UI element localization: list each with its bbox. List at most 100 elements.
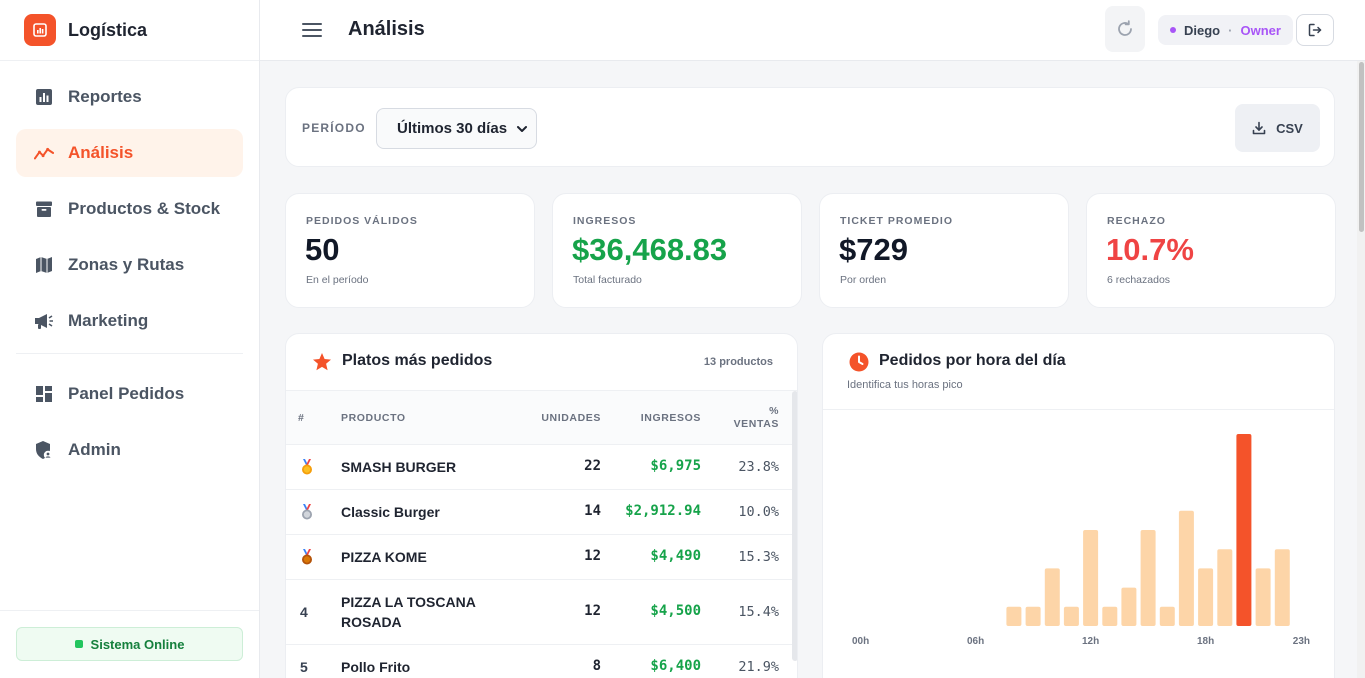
bar-08h[interactable]	[1006, 606, 1022, 626]
sidebar-item-productos-stock[interactable]: Productos & Stock	[16, 185, 243, 233]
product-name: SMASH BURGER	[341, 459, 457, 475]
page-scrollbar[interactable]	[1357, 61, 1365, 678]
kpi-sub: 6 rechazados	[1107, 274, 1171, 286]
product-name: PIZZA KOME	[341, 549, 427, 565]
app-logo-icon	[24, 14, 56, 46]
export-csv-label: CSV	[1276, 120, 1303, 136]
chevron-down-icon	[517, 126, 527, 132]
refresh-icon	[1118, 20, 1132, 36]
app-name: Logística	[68, 19, 148, 40]
product-units: 22	[584, 458, 601, 474]
kpi-sub: Por orden	[840, 274, 887, 286]
bar-10h[interactable]	[1044, 568, 1060, 626]
period-select-value: Últimos 30 días	[397, 120, 508, 137]
bar-17h[interactable]	[1178, 510, 1194, 626]
sidebar-item-panel-pedidos[interactable]: Panel Pedidos	[16, 370, 243, 418]
bar-18h[interactable]	[1198, 568, 1214, 626]
bar-14h[interactable]	[1121, 587, 1137, 626]
sidebar-item-admin[interactable]: Admin	[16, 426, 243, 474]
sidebar-item-zonas-rutas[interactable]: Zonas y Rutas	[16, 241, 243, 289]
kpi-label: RECHAZO	[1107, 215, 1166, 227]
card-header: Pedidos por hora del día Identifica tus …	[823, 334, 1334, 410]
kpi-value: $36,468.83	[572, 232, 728, 267]
brand[interactable]: Logística	[0, 0, 259, 61]
bar-11h[interactable]	[1063, 606, 1079, 626]
product-pct: 15.4%	[738, 604, 779, 620]
sidebar-item-label: Análisis	[68, 143, 134, 162]
refresh-button[interactable]	[1105, 6, 1145, 52]
kpi-sub: Total facturado	[573, 274, 642, 286]
product-pct: 15.3%	[738, 549, 779, 565]
sidebar-item-analisis[interactable]: Análisis	[16, 129, 243, 177]
bar-20h[interactable]	[1236, 434, 1252, 626]
map-icon	[34, 255, 54, 275]
product-units: 12	[584, 548, 601, 564]
product-units: 8	[592, 658, 601, 674]
product-income: $4,500	[650, 603, 701, 619]
kpi-label: INGRESOS	[573, 215, 637, 227]
period-label: PERÍODO	[302, 121, 366, 135]
card-subtitle: Identifica tus horas pico	[847, 379, 963, 391]
sidebar-nav: Reportes Análisis Productos & Stock Zona…	[0, 61, 259, 474]
table-scrollbar[interactable]	[792, 391, 797, 661]
table-row[interactable]: Classic Burger 14 $2,912.94 10.0%	[286, 490, 793, 535]
page-title: Análisis	[348, 18, 425, 40]
product-income: $6,975	[650, 458, 701, 474]
period-select[interactable]: Últimos 30 días	[376, 108, 537, 149]
col-income: INGRESOS	[640, 412, 701, 424]
logout-button[interactable]	[1296, 14, 1334, 46]
product-name: Classic Burger	[341, 504, 440, 520]
table-row[interactable]: PIZZA KOME 12 $4,490 15.3%	[286, 535, 793, 580]
menu-toggle-button[interactable]	[300, 18, 324, 42]
sidebar-item-label: Reportes	[68, 87, 142, 106]
user-role: Owner	[1240, 22, 1281, 38]
bar-19h[interactable]	[1217, 549, 1233, 626]
sidebar-footer: Sistema Online	[0, 610, 259, 678]
page-scrollbar-thumb[interactable]	[1359, 62, 1364, 232]
bar-22h[interactable]	[1274, 549, 1290, 626]
col-product: PRODUCTO	[341, 412, 406, 424]
bar-chart-icon	[34, 87, 54, 107]
bar-13h[interactable]	[1102, 606, 1118, 626]
product-income: $2,912.94	[625, 503, 701, 519]
kpi-label: TICKET PROMEDIO	[840, 215, 954, 227]
card-header: Platos más pedidos 13 productos	[286, 334, 797, 391]
status-dot-icon	[74, 640, 83, 648]
product-rank: 5	[300, 659, 308, 675]
bar-15h[interactable]	[1140, 530, 1156, 626]
sidebar-item-marketing[interactable]: Marketing	[16, 297, 243, 345]
product-count: 13 productos	[703, 356, 773, 368]
kpi-card-ticket: TICKET PROMEDIO $729 Por orden	[819, 193, 1069, 308]
sidebar-item-label: Productos & Stock	[68, 199, 221, 218]
system-status-label: Sistema Online	[90, 636, 185, 652]
table-row[interactable]: SMASH BURGER 22 $6,975 23.8%	[286, 445, 793, 490]
table-row[interactable]: 5 Pollo Frito 8 $6,400 21.9%	[286, 645, 793, 678]
export-csv-button[interactable]: CSV	[1235, 104, 1320, 152]
trend-line-icon	[34, 143, 54, 163]
bar-21h[interactable]	[1255, 568, 1271, 626]
kpi-card-ingresos: INGRESOS $36,468.83 Total facturado	[552, 193, 802, 308]
table-row[interactable]: 4 PIZZA LA TOSCANA ROSADA 12 $4,500 15.4…	[286, 580, 793, 645]
user-separator: ·	[1228, 22, 1233, 38]
col-pct-line1: %	[769, 405, 779, 417]
nav-divider	[16, 353, 243, 354]
product-income: $4,490	[650, 548, 701, 564]
system-status-badge: Sistema Online	[16, 627, 243, 661]
logout-icon	[1308, 23, 1322, 37]
shield-user-icon	[34, 440, 54, 460]
bar-09h[interactable]	[1025, 606, 1041, 626]
x-tick-label: 23h	[1293, 636, 1310, 647]
user-chip[interactable]: Diego · Owner	[1158, 15, 1293, 45]
col-units: UNIDADES	[541, 412, 601, 424]
col-rank: #	[298, 412, 305, 424]
dashboard-grid-icon	[34, 384, 54, 404]
sidebar-item-reportes[interactable]: Reportes	[16, 73, 243, 121]
silver-medal-icon	[300, 504, 314, 523]
hourly-orders-card: Pedidos por hora del día Identifica tus …	[822, 333, 1335, 678]
user-status-dot	[1170, 27, 1176, 33]
product-rank: 4	[300, 604, 308, 620]
sidebar-item-label: Panel Pedidos	[68, 384, 185, 403]
bar-12h[interactable]	[1083, 530, 1099, 626]
product-units: 14	[584, 503, 601, 519]
bar-16h[interactable]	[1159, 606, 1175, 626]
